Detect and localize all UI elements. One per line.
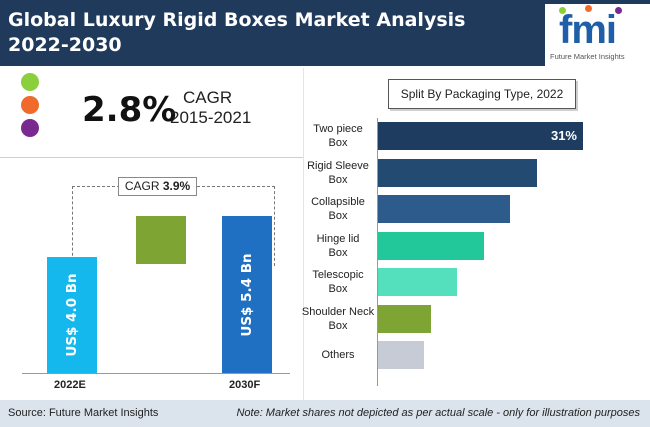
cagr-value: 2.8% bbox=[82, 90, 177, 130]
bar-2022: US$ 4.0 Bn bbox=[47, 256, 97, 373]
packaging-category-label: Collapsible Box bbox=[311, 196, 365, 222]
header-bar: Global Luxury Rigid Boxes Market Analysi… bbox=[0, 0, 650, 66]
packaging-bar bbox=[378, 231, 484, 260]
logo-dot-icon bbox=[585, 5, 592, 12]
cagr-years: 2015-2021 bbox=[170, 108, 252, 127]
packaging-bar bbox=[378, 304, 431, 333]
packaging-category-label: Telescopic Box bbox=[312, 269, 364, 295]
packaging-category-label: Rigid Sleeve Box bbox=[307, 159, 369, 186]
packaging-bar bbox=[378, 195, 511, 223]
split-chart-axis bbox=[377, 118, 378, 386]
packaging-bar: 31% bbox=[378, 122, 583, 150]
bar-2030: US$ 5.4 Bn bbox=[222, 216, 272, 373]
packaging-category-label: Others bbox=[321, 349, 355, 361]
cagr-growth-box: CAGR 3.9% bbox=[118, 177, 197, 196]
cagr-growth-value: 3.9% bbox=[162, 179, 191, 193]
orange-dot-icon bbox=[21, 96, 39, 114]
footer-source: Source: Future Market Insights bbox=[8, 407, 159, 419]
column-divider bbox=[303, 68, 304, 400]
green-dot-icon bbox=[21, 73, 39, 91]
left-chart-axis bbox=[22, 373, 290, 374]
packaging-category-label: Shoulder Neck Box bbox=[301, 305, 375, 332]
cagr-growth-label: CAGR bbox=[124, 179, 160, 193]
year-label-end: 2030F bbox=[229, 379, 261, 391]
purple-dot-icon bbox=[21, 119, 39, 137]
footer-bar: Source: Future Market Insights Note: Mar… bbox=[0, 400, 650, 427]
packaging-bar-value: 31% bbox=[550, 128, 577, 143]
fmi-logo: fmi Future Market Insights bbox=[545, 4, 650, 66]
split-chart-title: Split By Packaging Type, 2022 bbox=[388, 79, 576, 109]
footer-note: Note: Market shares not depicted as per … bbox=[236, 407, 640, 419]
packaging-bar bbox=[378, 158, 537, 187]
bar-2030-label: US$ 5.4 Bn bbox=[239, 252, 255, 337]
bar-2022-label: US$ 4.0 Bn bbox=[64, 273, 80, 357]
packaging-bar bbox=[378, 268, 458, 296]
logo-dot-icon bbox=[615, 7, 622, 14]
year-label-start: 2022E bbox=[54, 379, 86, 391]
packaging-bar bbox=[378, 341, 425, 369]
section-divider bbox=[0, 157, 303, 158]
logo-subtitle: Future Market Insights bbox=[550, 52, 625, 61]
packaging-category-label: Two piece Box bbox=[313, 123, 363, 149]
bar-increment bbox=[136, 216, 186, 264]
logo-text: fmi bbox=[559, 8, 617, 52]
cagr-label: CAGR bbox=[183, 88, 233, 107]
packaging-category-label: Hinge lid Box bbox=[316, 232, 360, 259]
logo-dot-icon bbox=[559, 7, 566, 14]
page-title: Global Luxury Rigid Boxes Market Analysi… bbox=[8, 9, 466, 56]
